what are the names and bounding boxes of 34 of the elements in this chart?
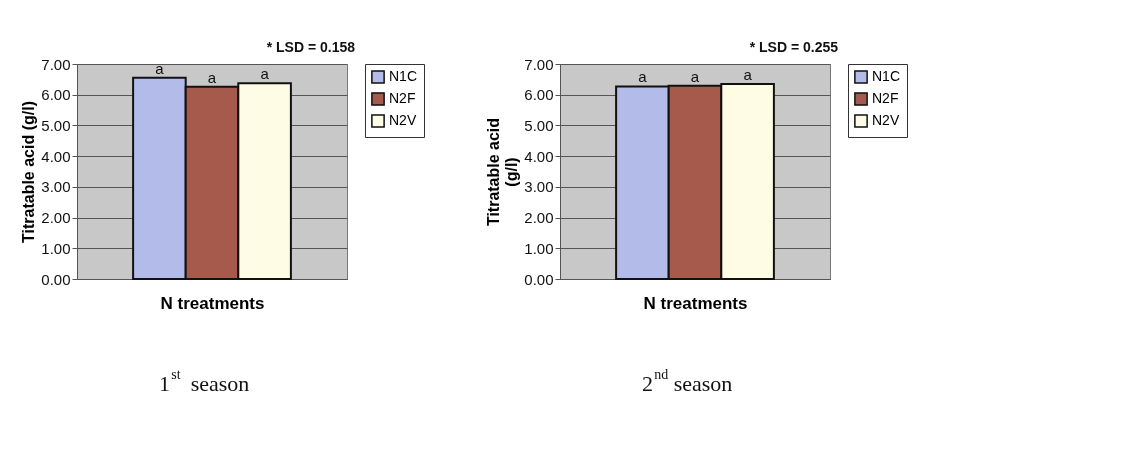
y-tick-label: 6.00 — [41, 86, 71, 104]
y-tick-label: 0.00 — [524, 270, 554, 288]
data-label: a — [260, 65, 270, 83]
y-tick-label: 3.00 — [41, 178, 71, 196]
y-tick-label: 5.00 — [524, 116, 554, 134]
y-axis-title: Titratable acid (g/l) — [485, 117, 521, 227]
legend-label: N1C — [389, 68, 418, 84]
data-label: a — [690, 67, 700, 85]
legend-label: N2V — [872, 112, 900, 128]
data-label: a — [743, 65, 753, 83]
legend-label: N1C — [872, 68, 901, 84]
legend-label: N2F — [872, 90, 899, 106]
y-axis-title: Titratable acid (g/l) — [20, 101, 38, 243]
y-tick-label: 3.00 — [524, 178, 554, 196]
legend-label: N2F — [389, 90, 416, 106]
data-label: a — [207, 68, 217, 86]
x-axis-title: N treatments — [643, 293, 748, 313]
text: * LSD = 0.158 — [266, 39, 356, 55]
data-label: a — [155, 59, 165, 77]
y-tick-label: 4.00 — [41, 147, 71, 165]
y-tick-label: 7.00 — [41, 55, 71, 73]
text: * LSD = 0.255 — [749, 39, 839, 55]
y-tick-label: 1.00 — [524, 239, 554, 257]
y-tick-label: 6.00 — [524, 86, 554, 104]
legend-label: N2V — [389, 112, 417, 128]
y-tick-label: 0.00 — [41, 270, 71, 288]
y-tick-label: 4.00 — [524, 147, 554, 165]
y-tick-label: 2.00 — [41, 209, 71, 227]
y-tick-label: 2.00 — [524, 209, 554, 227]
y-tick-label: 7.00 — [524, 55, 554, 73]
x-axis-title: N treatments — [160, 293, 265, 313]
y-tick-label: 1.00 — [41, 239, 71, 257]
data-label: a — [638, 68, 648, 86]
y-tick-label: 5.00 — [41, 116, 71, 134]
